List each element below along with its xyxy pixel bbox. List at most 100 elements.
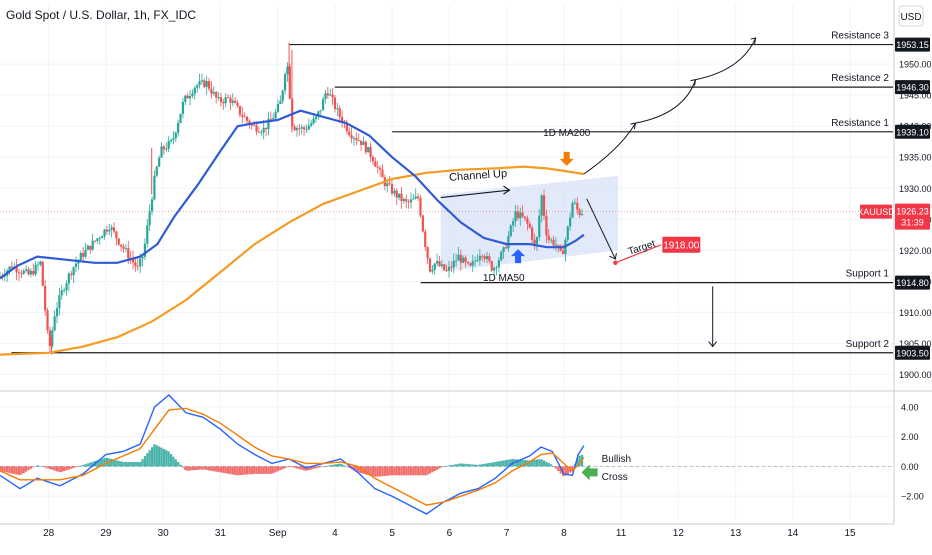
candle-body: [105, 229, 109, 232]
macd-histogram-bar: [51, 466, 54, 470]
candle-body: [82, 252, 85, 257]
macd-histogram-bar: [424, 466, 427, 476]
macd-histogram-bar: [547, 463, 550, 467]
candle-body: [172, 138, 175, 140]
horizontal-levels: Resistance 3 Resistance 2 Resistance 1 Supp…: [0, 31, 893, 354]
candle-body: [276, 104, 280, 112]
candle-body: [196, 85, 199, 88]
macd-histogram-bar: [319, 466, 322, 468]
candle-body: [243, 116, 246, 118]
candle-body: [60, 290, 63, 296]
candle-body: [302, 127, 306, 130]
macd-histogram-bar: [134, 461, 137, 467]
ma50-line: [0, 109, 585, 280]
support-drop-arrowhead: [708, 341, 718, 348]
candle-body: [569, 217, 572, 227]
macd-histogram-bar: [63, 466, 66, 472]
macd-signal-line: [0, 407, 585, 506]
candle-body: [222, 102, 225, 104]
macd-histogram-bar: [91, 461, 94, 467]
macd-histogram-bar: [407, 466, 410, 476]
candle-body: [431, 269, 434, 272]
macd-histogram-bar: [283, 466, 287, 469]
macd-histogram-bar: [260, 466, 263, 474]
candle-body: [248, 120, 251, 125]
macd-tick-label: 4.00: [901, 402, 919, 412]
macd-histogram-bar: [343, 465, 346, 467]
candle-body: [357, 140, 360, 141]
candle-body: [155, 166, 158, 176]
candle-body: [369, 147, 372, 157]
candle-body: [445, 269, 448, 271]
time-tick-label: 4: [332, 528, 338, 539]
candle-body: [89, 245, 92, 250]
macd-histogram-bar: [531, 460, 534, 467]
macd-histogram-bar: [533, 459, 536, 467]
candle-body: [497, 260, 500, 268]
target-label: Target: [627, 238, 657, 257]
macd-histogram-bar: [395, 466, 398, 476]
price-tick-label: 1935.00: [899, 153, 932, 163]
time-tick-label: 12: [673, 528, 685, 539]
macd-histogram-bar: [405, 466, 408, 476]
macd-histogram-bar: [310, 466, 313, 470]
symbol-tag-text: XAUUSD: [857, 207, 895, 217]
candle-body: [419, 197, 422, 216]
candle-body: [398, 193, 401, 198]
price-pane[interactable]: Resistance 3 Resistance 2 Resistance 1 Supp…: [0, 31, 893, 356]
macd-pane[interactable]: Bullish Cross: [0, 394, 631, 515]
time-tick-label: 5: [389, 528, 395, 539]
macd-histogram-bar: [177, 462, 180, 467]
time-axis[interactable]: 28 29 30 31 Sep 4 5 6 7 8 11 12 13 14 15: [43, 528, 856, 539]
macd-histogram-bar: [504, 460, 508, 467]
candle-body: [150, 199, 154, 212]
macd-histogram-bar: [495, 461, 498, 467]
projection-curve-2: [635, 79, 696, 124]
macd-histogram-bar: [262, 466, 265, 474]
macd-histogram-bar: [198, 466, 201, 470]
currency-button[interactable]: USD: [898, 5, 924, 27]
candle-body: [478, 255, 481, 261]
price-axis[interactable]: 1900.001905.001910.001915.001920.001925.…: [857, 37, 932, 502]
macd-histogram-bar: [231, 466, 234, 475]
macd-histogram-bar: [20, 466, 23, 475]
projection-curve-3: [695, 37, 757, 81]
macd-histogram-bar: [226, 466, 230, 474]
macd-histogram-bar: [507, 459, 510, 467]
candle-body: [443, 264, 446, 270]
candle-body: [63, 290, 66, 292]
symbol-tag: [860, 204, 892, 219]
projection-curve-1: [583, 122, 636, 175]
macd-histogram-bar: [222, 466, 225, 473]
candle-body: [217, 97, 220, 99]
candle-body: [362, 141, 365, 145]
candle-body: [547, 235, 550, 240]
candle-body: [115, 231, 118, 239]
macd-histogram-bar: [302, 466, 306, 471]
candle-body: [257, 131, 261, 133]
ma50-label: 1D MA50: [483, 273, 525, 284]
bullish-cross-label-1: Bullish: [602, 454, 631, 465]
macd-histogram-bar: [326, 465, 329, 467]
target-drop-arrow: [586, 198, 616, 260]
candle-body: [191, 93, 194, 96]
candle-body: [528, 223, 531, 228]
macd-histogram-bar: [485, 463, 489, 467]
macd-histogram-bar: [298, 466, 301, 470]
time-tick-label: 11: [616, 528, 627, 539]
macd-histogram-bar: [0, 466, 2, 471]
macd-histogram-bar: [340, 464, 344, 467]
macd-histogram-bar: [243, 466, 246, 475]
candle-body: [476, 260, 479, 261]
macd-histogram-bar: [388, 466, 391, 476]
candle-body: [236, 102, 239, 106]
macd-histogram-bar: [307, 466, 310, 471]
level-price-text: 1946.30: [896, 83, 929, 93]
macd-histogram-bar: [70, 466, 73, 469]
candle-body: [390, 184, 394, 194]
candle-body: [542, 195, 546, 216]
macd-histogram-bar: [253, 466, 256, 474]
macd-histogram-bar: [450, 465, 453, 467]
